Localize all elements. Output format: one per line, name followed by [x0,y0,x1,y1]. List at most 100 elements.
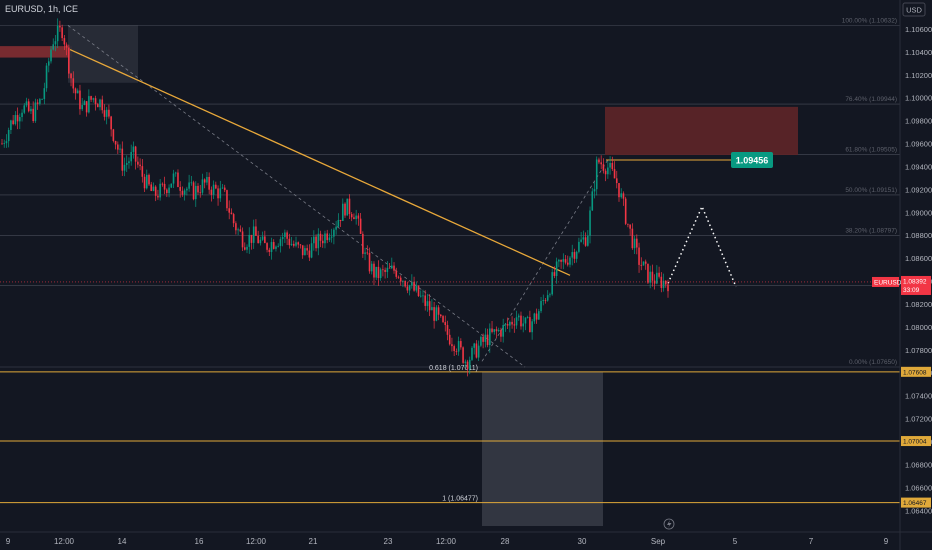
candle-body [125,163,128,165]
candle-body [326,233,329,241]
candle-body [304,248,306,256]
candle-body [41,99,43,100]
candle-body [166,189,168,194]
candle-body [664,280,667,285]
candle-body [451,344,453,347]
candle-body [651,271,654,281]
candle-body [190,182,193,184]
candle-body [63,38,66,45]
candle-body [197,185,199,193]
candle-body [482,336,484,342]
candle-body [540,300,542,312]
candle-body [493,329,496,332]
level-tag-text: 1.07608 [903,369,927,376]
candle-body [366,252,369,254]
time-axis[interactable]: 9 12:00 14 16 12:00 21 23 12:00 28 30 Sep 5 7 9 [0,518,932,546]
candle-body [139,164,141,167]
candle-body [235,223,237,231]
candle-body [611,162,614,170]
candle-body [600,162,602,165]
supply-zones [0,25,798,526]
candle-body [618,183,620,198]
candle-body [506,324,509,326]
candle-body [571,252,574,258]
candle-body [74,88,77,94]
candle-body [295,242,297,246]
candle-body [90,96,92,100]
candle-body [108,109,110,117]
candle-body [219,188,222,199]
symbol-title: EURUSD, 1h, ICE [5,4,79,14]
candle-body [119,148,121,150]
candle-body [72,78,75,89]
candle-body [417,285,420,297]
candle-body [549,294,551,296]
time-tick: 28 [501,537,510,546]
price-tick: 1.09200 [905,185,932,194]
candle-body [3,143,6,144]
last-price-value: 1.08392 [903,278,927,285]
candle-body [466,361,469,369]
time-tick: 5 [733,537,738,546]
candle-body [453,346,455,352]
candle-body [101,99,104,111]
candle-body [368,253,371,272]
candle-body [264,236,266,244]
lightning-icon-glyph [667,520,672,528]
candle-body [538,311,540,320]
candle-body [379,269,382,279]
candle-body [324,233,326,244]
candle-body [598,159,600,163]
candle-body [457,341,460,352]
candle-body [337,219,340,227]
time-tick: 9 [6,537,11,546]
candle-body [132,146,135,152]
time-tick: 30 [578,537,587,546]
candle-body [248,234,251,247]
candle-body [239,229,242,232]
price-tick: 1.10000 [905,94,932,103]
time-tick: 7 [809,537,814,546]
candle-body [359,218,362,234]
candle-body [168,187,170,194]
candle-body [223,187,226,191]
currency-label: USD [906,6,922,15]
candle-body [56,25,59,42]
candle-body [112,129,115,141]
candle-body [513,324,516,326]
candle-body [524,317,527,324]
candle-body [486,334,489,346]
candle-body [25,101,28,106]
candle-body [529,317,531,333]
candle-body [154,186,157,196]
candle-body [279,239,282,246]
candle-body [277,245,280,247]
symbol-tag-text: EURUSD [874,279,902,286]
projection-path [667,204,737,288]
candle-body [43,88,46,100]
candle-body [647,263,649,283]
candle-body [36,102,39,104]
candle-body [179,187,181,191]
symbol-tag [872,276,899,287]
candle-body [76,90,79,94]
candle-body [315,236,317,249]
candle-body [642,261,645,266]
candle-body [591,191,594,211]
candle-body [428,301,431,311]
candle-body [217,188,219,199]
candle-body [442,316,444,323]
candle-body [419,295,422,297]
candle-body [455,351,458,352]
candle-body [362,233,364,254]
candle-body [59,25,61,28]
candle-body [39,99,41,104]
candle-body [644,261,647,264]
candle-body [288,238,291,246]
candle-body [328,237,331,241]
candle-body [250,234,253,243]
price-axis[interactable]: 1.10600 1.10400 1.10200 1.10000 1.09800 1.096… [899,0,932,550]
candle-body [640,264,643,266]
candle-body [148,174,150,185]
